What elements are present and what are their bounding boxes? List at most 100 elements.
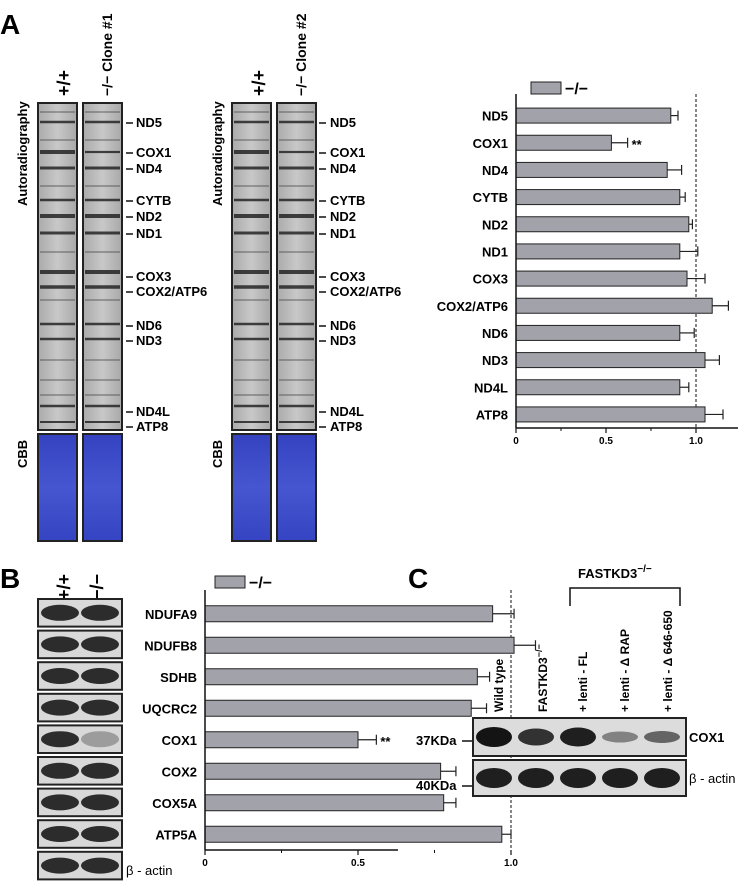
legend-swatch [530, 81, 562, 95]
band-label-nd4l: ND4L [330, 404, 364, 419]
faint-band [40, 185, 75, 187]
band [40, 198, 75, 202]
bar [515, 107, 672, 124]
cbb-lane-ko [276, 433, 317, 542]
faint-band [40, 139, 75, 141]
faint-band [234, 394, 269, 396]
band [40, 421, 75, 423]
category-label: COX1 [162, 733, 197, 748]
category-label: COX3 [473, 272, 508, 287]
bar [515, 161, 668, 178]
band [41, 731, 79, 748]
category-label: COX2 [162, 764, 197, 779]
band [81, 604, 119, 621]
category-label: ATP5A [155, 827, 197, 842]
band [279, 231, 314, 235]
band [234, 150, 269, 154]
band-label-nd4l: ND4L [136, 404, 170, 419]
faint-band [85, 359, 120, 361]
band [41, 857, 79, 874]
category-label: ND4L [474, 380, 508, 395]
lane-ko [82, 102, 123, 431]
band [41, 826, 79, 842]
faint-band [234, 299, 269, 301]
x-tick-label: 0 [202, 858, 208, 869]
category-label: COX2/ATP6 [437, 299, 508, 314]
bar [515, 379, 681, 396]
cbb-label: CBB [210, 440, 225, 468]
band-label-nd2: ND2 [330, 209, 356, 224]
band-group [234, 111, 314, 423]
band [476, 768, 512, 788]
band [81, 731, 119, 748]
category-label: ND1 [482, 244, 508, 259]
faint-band [85, 139, 120, 141]
band [560, 768, 596, 788]
faint-band [234, 359, 269, 361]
band-label-nd1: ND1 [330, 226, 356, 241]
band [40, 166, 75, 170]
legend-swatch [214, 575, 246, 589]
faint-band [40, 251, 75, 253]
band [81, 857, 119, 874]
band [41, 762, 79, 779]
band [85, 270, 120, 274]
category-label: CYTB [473, 190, 508, 205]
band [644, 731, 680, 743]
bar [204, 636, 515, 654]
band [81, 826, 119, 842]
band [85, 198, 120, 202]
bar [204, 794, 445, 812]
bar [204, 731, 359, 749]
bar [515, 297, 713, 314]
faint-band [40, 359, 75, 361]
lane-label-ko-clone1: −/− Clone #1 [99, 13, 115, 96]
bar [515, 134, 612, 151]
faint-band [279, 299, 314, 301]
band-label-cox1: COX1 [136, 145, 171, 160]
bar [515, 216, 690, 233]
band-label-cox3: COX3 [136, 269, 171, 284]
faint-band [85, 185, 120, 187]
band-label-nd2: ND2 [136, 209, 162, 224]
mw-label-40: 40KDa [416, 778, 457, 793]
band [40, 404, 75, 408]
band [81, 636, 119, 653]
band [234, 166, 269, 170]
lane-ko [276, 102, 317, 431]
group-label: FASTKD3−/− [578, 564, 652, 581]
category-label: COX1 [473, 136, 508, 151]
band [41, 699, 79, 716]
faint-band [85, 111, 120, 113]
band [40, 322, 75, 326]
lane-label-wt: +/+ [249, 70, 269, 96]
cbb-lane-wt [231, 433, 272, 542]
faint-band [279, 185, 314, 187]
band [81, 762, 119, 779]
legend-label: −/− [249, 575, 272, 592]
band [476, 727, 512, 747]
lane-label-5: + lenti - Δ 646-650 [661, 610, 675, 712]
bar [204, 762, 442, 780]
significance-label: ** [632, 137, 643, 152]
category-label: ND4 [482, 163, 509, 178]
faint-band [40, 379, 75, 381]
faint-band [40, 111, 75, 113]
bar [515, 324, 681, 341]
band [85, 285, 120, 289]
panel-label-b: B [0, 563, 20, 594]
band-label-cytb: CYTB [330, 193, 365, 208]
cbb-lane-ko [82, 433, 123, 542]
bar-chart-a: −/− ND5 COX1 ** ND4 CYTB ND2 ND1 COX3 COX2/ATP6 ND… [437, 81, 738, 447]
band-label-nd3: ND3 [330, 333, 356, 348]
band [40, 285, 75, 289]
band [234, 421, 269, 423]
band-label-nd1: ND1 [136, 226, 162, 241]
band [234, 231, 269, 235]
band [85, 404, 120, 408]
panel-label-a: A [0, 9, 20, 40]
category-label: ATP8 [476, 407, 508, 422]
band [85, 150, 120, 154]
bar [515, 189, 681, 206]
legend-label: −/− [565, 81, 588, 98]
